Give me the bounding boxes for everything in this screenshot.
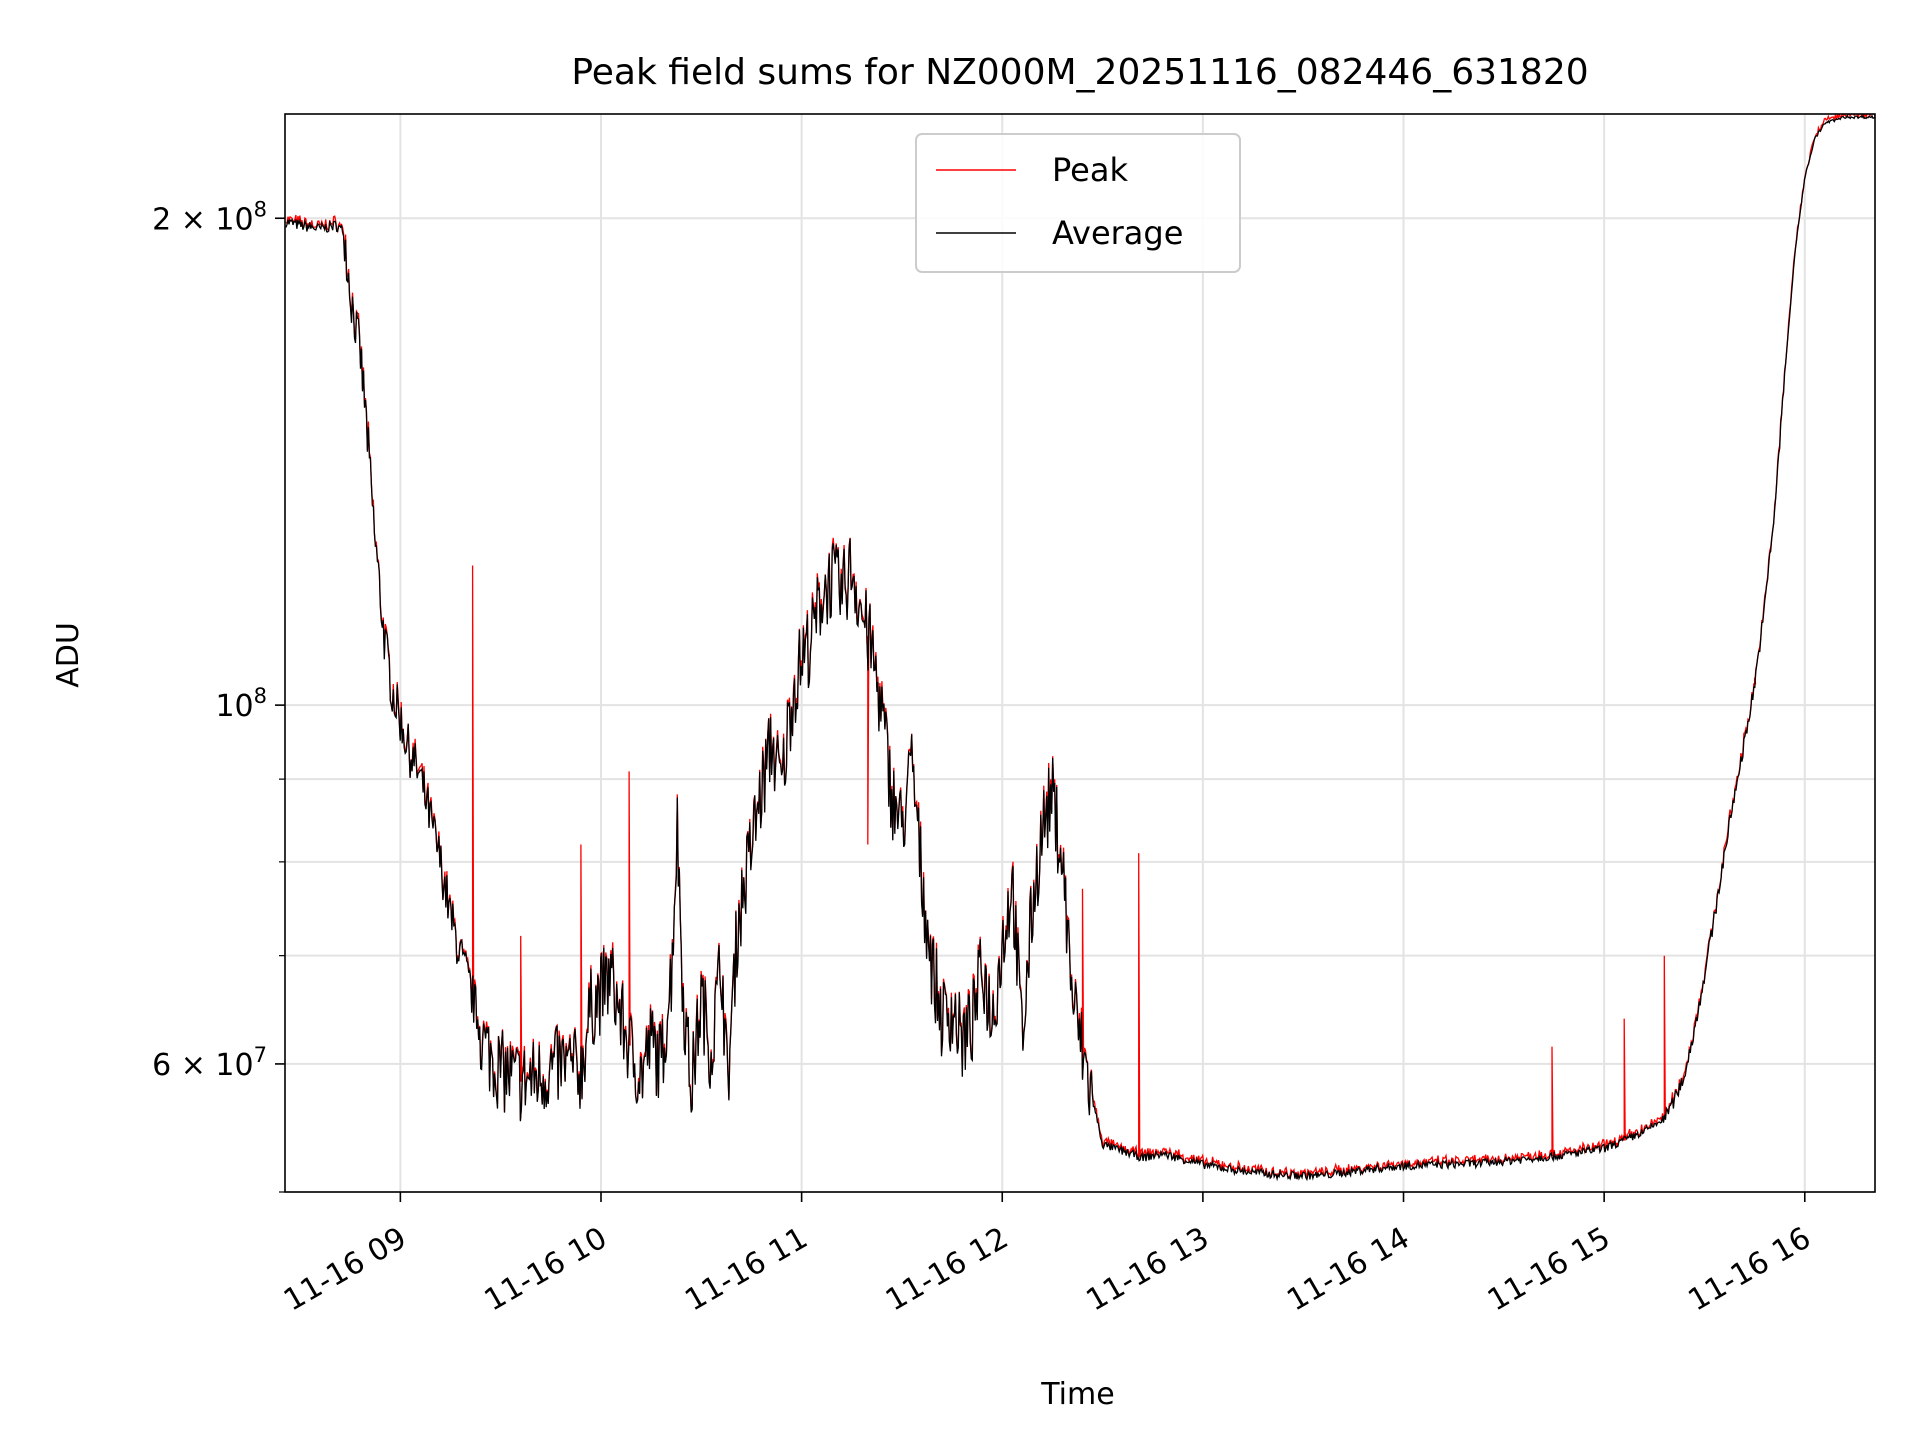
legend[interactable]: Peak Average — [915, 133, 1241, 273]
x-tick-label: 11-16 15 — [1482, 1221, 1616, 1319]
y-axis-label: ADU — [51, 622, 86, 688]
peak-series-line — [285, 114, 1875, 1180]
x-tick-label: 11-16 14 — [1281, 1221, 1415, 1319]
legend-box — [915, 133, 1241, 273]
x-axis-ticks: 11-16 09 11-16 10 11-16 11 11-16 12 11-16 13… — [278, 1192, 1817, 1318]
legend-peak-label: Peak — [1052, 151, 1128, 189]
x-tick-label: 11-16 11 — [679, 1221, 813, 1319]
x-tick-label: 11-16 13 — [1081, 1221, 1215, 1319]
plot-frame — [284, 113, 1876, 1193]
average-series-line — [285, 114, 1875, 1182]
x-tick-label: 11-16 09 — [278, 1221, 412, 1319]
x-tick-label: 11-16 12 — [880, 1221, 1014, 1319]
y-axis-ticks: 6 × 107 108 2 × 108 — [152, 197, 285, 1193]
y-tick-label: 6 × 107 — [152, 1043, 267, 1083]
y-tick-label: 108 — [215, 684, 267, 724]
x-tick-label: 11-16 16 — [1682, 1221, 1816, 1319]
x-tick-label: 11-16 10 — [479, 1221, 613, 1319]
y-tick-label: 2 × 108 — [152, 197, 267, 237]
legend-average-label: Average — [1052, 214, 1183, 252]
chart-title: Peak field sums for NZ000M_20251116_0824… — [571, 52, 1588, 93]
x-axis-label: Time — [1040, 1377, 1114, 1412]
plot-area — [285, 114, 1875, 1182]
